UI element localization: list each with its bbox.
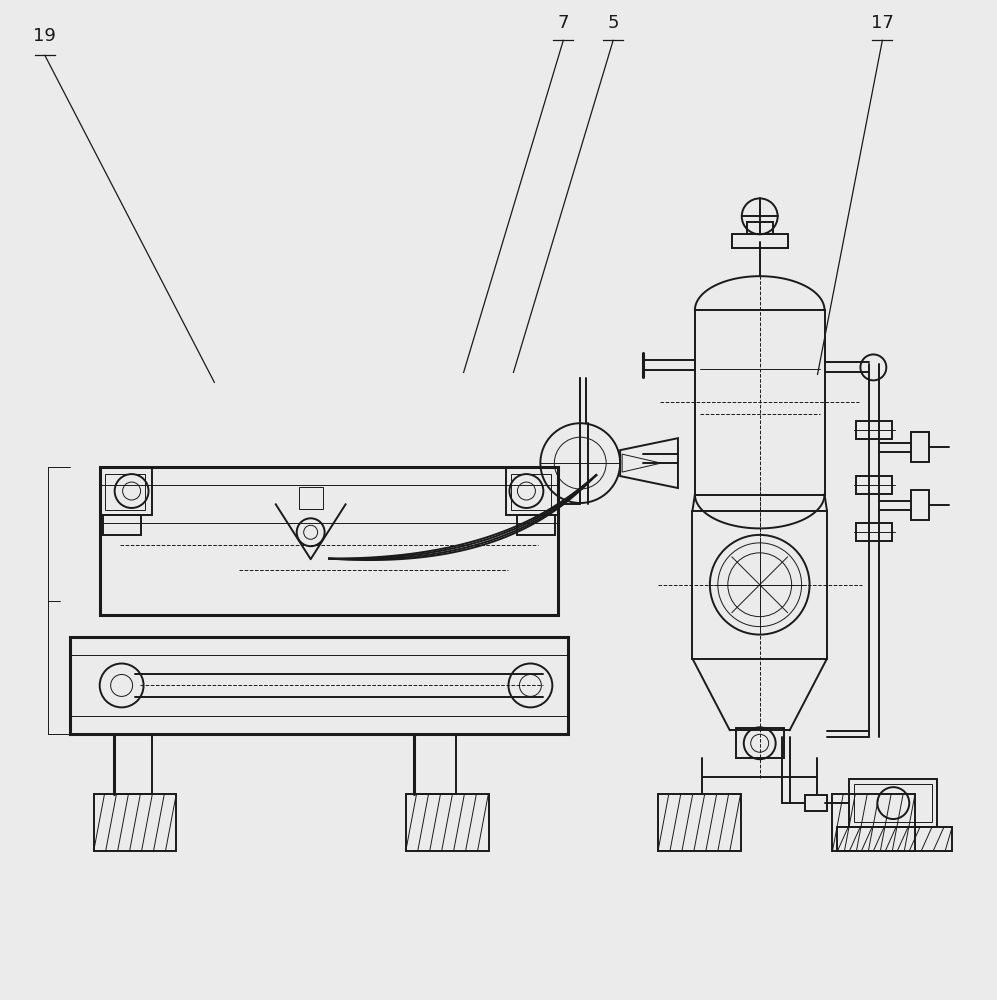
Bar — [849, 779, 937, 827]
Bar — [406, 794, 489, 851]
Bar — [856, 476, 892, 494]
Bar — [732, 234, 788, 248]
Bar — [103, 515, 141, 535]
Bar — [805, 795, 827, 811]
Bar — [692, 511, 827, 659]
Bar — [736, 728, 784, 758]
Bar — [105, 474, 145, 510]
Bar — [517, 515, 555, 535]
Text: 5: 5 — [607, 14, 619, 32]
Bar — [854, 784, 932, 822]
Bar — [299, 487, 323, 509]
Bar — [832, 794, 915, 851]
Bar — [856, 421, 892, 439]
Bar — [70, 637, 568, 734]
Bar — [911, 490, 929, 520]
Bar — [747, 222, 773, 234]
Bar — [506, 467, 558, 515]
Bar — [658, 794, 741, 851]
Bar — [511, 474, 551, 510]
Text: 17: 17 — [871, 14, 893, 32]
Bar — [94, 794, 176, 851]
Bar — [837, 827, 952, 851]
Bar — [911, 432, 929, 462]
Text: 7: 7 — [557, 14, 569, 32]
Bar — [100, 467, 152, 515]
Bar — [856, 523, 892, 541]
Bar — [695, 310, 825, 495]
Text: 19: 19 — [34, 27, 56, 45]
Bar — [100, 467, 558, 615]
